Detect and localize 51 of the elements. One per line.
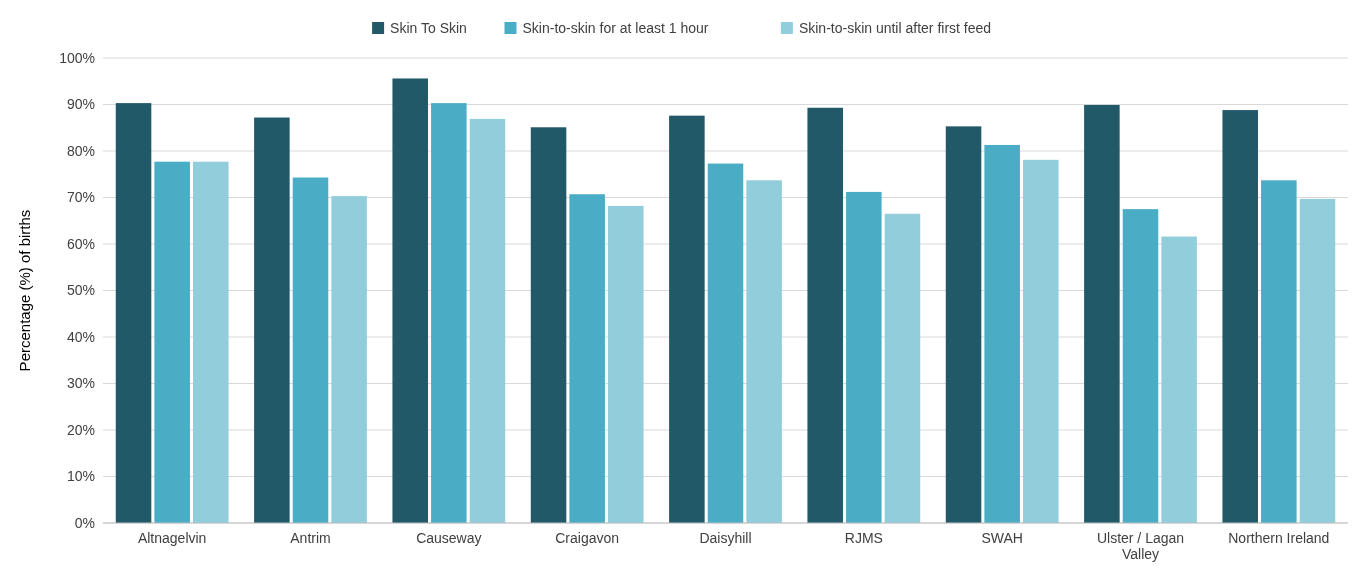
bar [608, 205, 644, 523]
x-tick-label: Ulster / Lagan Valley [1096, 530, 1185, 562]
legend-label: Skin-to-skin until after first feed [798, 19, 992, 36]
bar [1023, 159, 1059, 523]
y-axis-title: Percentage (%) of births [16, 209, 33, 372]
y-tick-label: 10% [66, 468, 95, 485]
x-tick-label: Altnagelvin [137, 530, 207, 546]
bar [431, 103, 467, 523]
legend-label: Skin-to-skin for at least 1 hour [522, 19, 709, 36]
bar [569, 194, 605, 523]
x-tick-label: RJMS [844, 530, 883, 546]
y-tick-label: 100% [59, 49, 95, 66]
legend-label: Skin To Skin [390, 19, 467, 36]
y-tick-label: 50% [66, 282, 95, 299]
bar [115, 103, 152, 523]
bar [530, 127, 567, 523]
y-tick-label: 20% [66, 421, 95, 438]
bar [746, 180, 782, 523]
bar [884, 213, 921, 523]
bar [945, 126, 982, 523]
bar [846, 191, 882, 523]
bar [331, 196, 367, 523]
bar [707, 163, 744, 523]
bar [1122, 209, 1159, 523]
bar [984, 144, 1020, 523]
bar [292, 177, 329, 523]
bar [807, 107, 843, 523]
bar [1299, 198, 1336, 523]
y-tick-label: 80% [66, 142, 95, 159]
bar [469, 118, 506, 523]
x-tick-label: Daisyhill [699, 530, 752, 546]
bar [392, 78, 428, 523]
bar [1261, 180, 1297, 523]
bar [669, 115, 705, 523]
bar [254, 117, 290, 523]
y-tick-label: 60% [66, 235, 95, 252]
bar [1161, 236, 1197, 523]
x-tick-label: Causeway [416, 530, 482, 546]
y-tick-label: 90% [66, 96, 95, 113]
x-tick-label: Northern Ireland [1228, 530, 1330, 546]
bar [1222, 110, 1258, 523]
y-tick-label: 40% [66, 328, 95, 345]
bar [1084, 104, 1120, 523]
y-tick-label: 0% [74, 514, 95, 531]
x-tick-label: Antrim [290, 530, 331, 546]
y-tick-label: 70% [66, 189, 95, 206]
x-tick-label: Craigavon [555, 530, 620, 546]
y-tick-label: 30% [66, 375, 95, 392]
bar [193, 161, 229, 523]
bar [154, 161, 190, 523]
x-tick-label: SWAH [981, 530, 1023, 546]
